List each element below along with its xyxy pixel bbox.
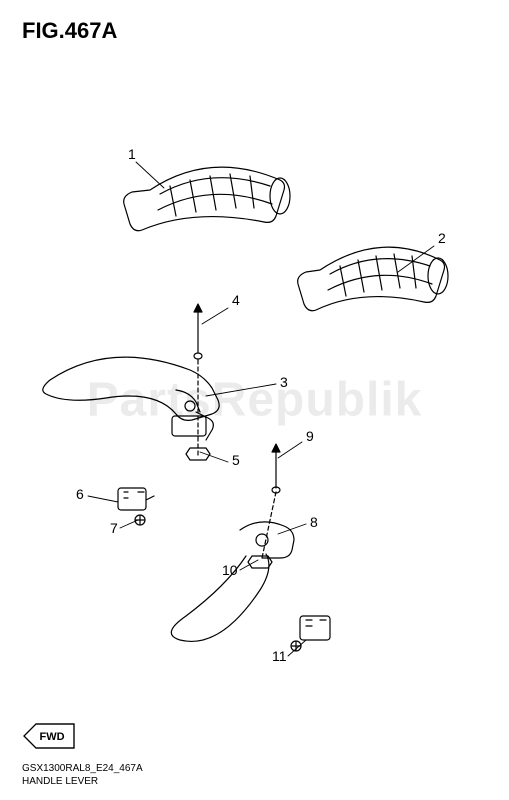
footer: GSX1300RAL8_E24_467A HANDLE LEVER (22, 762, 143, 788)
callout-4: 4 (232, 292, 240, 308)
callout-2: 2 (438, 230, 446, 246)
part-switch-11 (291, 616, 330, 651)
callout-8: 8 (310, 514, 318, 530)
part-lever-lower (171, 522, 294, 642)
part-grip-right (298, 247, 448, 311)
callout-3: 3 (280, 374, 288, 390)
callout-1: 1 (128, 146, 136, 162)
footer-model-code: GSX1300RAL8_E24_467A (22, 762, 143, 775)
part-lever-upper (43, 357, 219, 440)
callout-10: 10 (222, 562, 238, 578)
fwd-badge: FWD (22, 722, 76, 750)
callout-11: 11 (272, 648, 287, 664)
part-switch-6 (118, 488, 154, 510)
callout-5: 5 (232, 452, 240, 468)
part-grip-left (124, 167, 290, 231)
parts-diagram-svg (0, 60, 509, 720)
figure-id: FIG.467A (22, 18, 117, 44)
callout-7: 7 (110, 520, 118, 536)
callout-6: 6 (76, 486, 84, 502)
diagram-area: 1 2 3 4 5 6 7 8 9 10 11 (0, 60, 509, 720)
footer-title: HANDLE LEVER (22, 775, 143, 788)
part-bolt-4 (194, 304, 202, 359)
part-screw-7 (135, 515, 145, 525)
fwd-label: FWD (39, 731, 64, 743)
part-bolt-9 (272, 444, 280, 493)
leader-lines (88, 162, 434, 656)
callout-9: 9 (306, 428, 314, 444)
